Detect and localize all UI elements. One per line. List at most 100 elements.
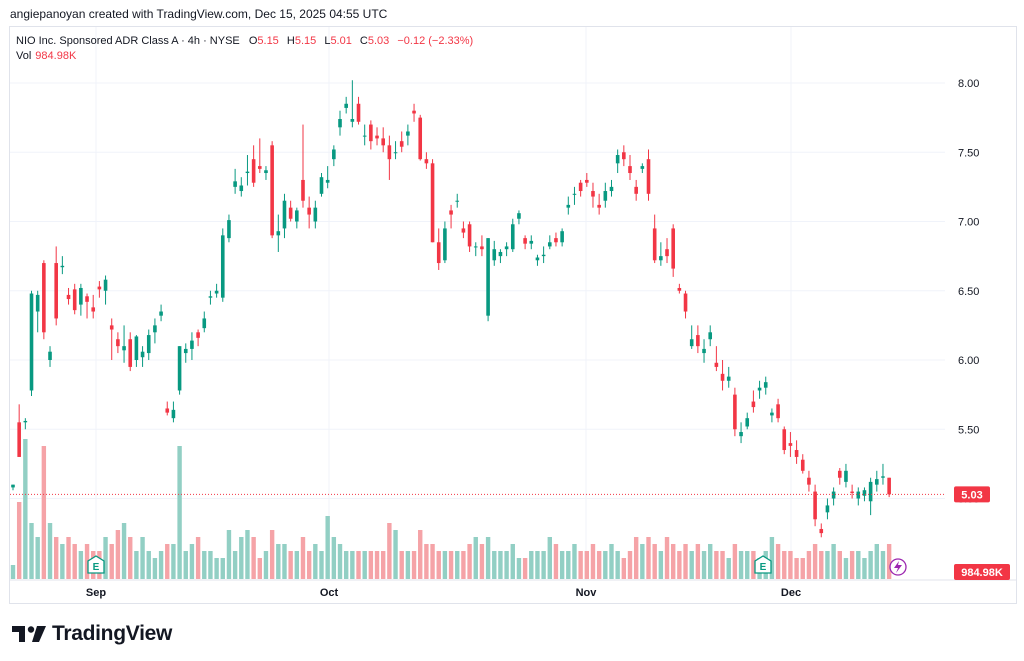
candle-body — [79, 287, 83, 305]
volume-bar — [708, 544, 713, 579]
candle-body — [615, 155, 620, 164]
volume-bar — [726, 558, 731, 579]
candle-body — [344, 103, 348, 108]
volume-bar — [751, 551, 756, 579]
volume-bar — [356, 551, 361, 579]
volume-bar — [202, 551, 207, 579]
candle-body — [54, 263, 58, 319]
candle-body — [165, 408, 170, 413]
volume-bar — [886, 544, 892, 579]
candle-body — [467, 224, 472, 247]
candle-body — [128, 339, 133, 367]
candle-body — [177, 346, 182, 391]
price-tick-label: 7.00 — [958, 217, 979, 229]
candle-body — [856, 491, 861, 499]
candle-body — [591, 191, 595, 197]
candle-body — [875, 479, 879, 485]
volume-bars — [10, 439, 892, 579]
volume-bar — [165, 544, 170, 579]
candle-body — [640, 166, 645, 169]
candle-body — [159, 311, 163, 316]
candle-body — [233, 181, 237, 187]
volume-bar — [819, 551, 824, 579]
candle-body — [455, 200, 460, 202]
volume-bar — [350, 551, 355, 579]
volume-bar — [319, 551, 324, 579]
candle-body — [757, 387, 762, 391]
volume-bar — [66, 537, 71, 579]
earnings-marker-icon[interactable]: E — [87, 555, 105, 574]
candle-body — [436, 242, 441, 264]
candle-body — [800, 459, 805, 471]
candle-body — [91, 307, 96, 312]
candle-body — [708, 332, 713, 340]
volume-bar — [53, 537, 59, 579]
candle-body — [183, 348, 188, 354]
candle-body — [208, 296, 213, 298]
volume-bar — [825, 551, 830, 579]
volume-bar — [331, 537, 337, 579]
volume-bar — [806, 551, 812, 579]
volume-bar — [72, 544, 77, 579]
volume-bar — [418, 530, 423, 579]
volume-bar — [208, 551, 213, 579]
candle-body — [794, 450, 799, 457]
earnings-marker-icon[interactable]: E — [754, 555, 772, 574]
candle-body — [338, 119, 342, 128]
candle-body — [399, 141, 404, 147]
candle-body — [862, 490, 867, 496]
candle-body — [412, 110, 416, 114]
volume-bar — [436, 551, 441, 579]
earnings-marker-shape — [754, 555, 772, 574]
candle-body — [109, 325, 114, 330]
volume-bar — [47, 523, 53, 579]
candle-body — [443, 228, 447, 261]
candle-body — [622, 152, 626, 160]
price-tick-label: 7.50 — [958, 147, 979, 159]
last-volume-badge — [954, 564, 1010, 580]
volume-bar — [627, 551, 633, 579]
volume-bar — [603, 551, 608, 579]
tradingview-logo[interactable]: TradingView — [12, 622, 172, 646]
candle-body — [813, 491, 817, 520]
volume-bar — [387, 523, 392, 579]
candle-body — [288, 207, 293, 219]
candle-body — [671, 228, 675, 269]
candle-body — [597, 204, 601, 208]
volume-bar — [837, 551, 842, 579]
candle-body — [541, 254, 546, 257]
volume-bar — [664, 537, 670, 579]
candle-body — [504, 246, 509, 250]
candle-body — [566, 204, 571, 208]
volume-bar — [146, 551, 151, 579]
earnings-marker-letter: E — [760, 562, 767, 573]
volume-bar — [103, 537, 108, 579]
candle-body — [66, 294, 71, 300]
candle-body — [301, 179, 305, 201]
volume-label[interactable]: Vol — [16, 50, 32, 62]
candle-body — [807, 477, 811, 485]
candle-body — [578, 182, 583, 192]
lightning-marker-icon[interactable] — [889, 558, 907, 576]
volume-bar — [516, 558, 522, 579]
time-tick-label: Sep — [86, 587, 106, 599]
volume-bar — [689, 551, 694, 579]
volume-bar — [553, 544, 559, 579]
candle-body — [850, 491, 854, 493]
volume-bar — [325, 516, 330, 579]
volume-bar — [177, 446, 182, 579]
candle-body — [751, 401, 756, 408]
symbol-title[interactable]: NIO Inc. Sponsored ADR Class A · 4h · NY… — [16, 35, 240, 47]
volume-bar — [843, 558, 849, 579]
candle-body — [214, 290, 219, 294]
candle-body — [17, 422, 21, 457]
volume-bar — [128, 537, 133, 579]
volume-bar — [640, 544, 645, 579]
candle-body — [319, 177, 324, 194]
candle-body — [220, 235, 225, 298]
candle-body — [603, 191, 608, 201]
candle-body — [239, 185, 244, 192]
candle-body — [251, 159, 256, 183]
